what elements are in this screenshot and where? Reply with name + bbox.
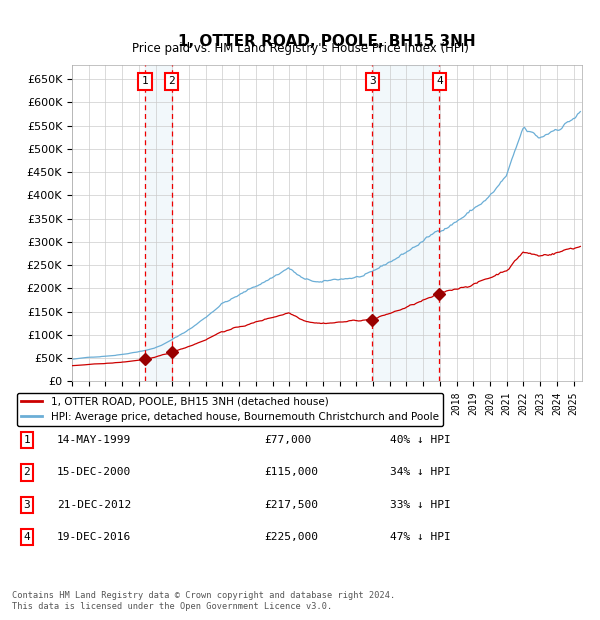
Text: 3: 3	[369, 76, 376, 86]
Text: 4: 4	[436, 76, 443, 86]
Text: 1: 1	[23, 435, 31, 445]
Text: 15-DEC-2000: 15-DEC-2000	[57, 467, 131, 477]
Text: £217,500: £217,500	[264, 500, 318, 510]
Text: 40% ↓ HPI: 40% ↓ HPI	[390, 435, 451, 445]
Text: £115,000: £115,000	[264, 467, 318, 477]
Text: 21-DEC-2012: 21-DEC-2012	[57, 500, 131, 510]
Text: £77,000: £77,000	[264, 435, 311, 445]
Text: 14-MAY-1999: 14-MAY-1999	[57, 435, 131, 445]
Text: 3: 3	[23, 500, 31, 510]
Text: 19-DEC-2016: 19-DEC-2016	[57, 532, 131, 542]
Text: Price paid vs. HM Land Registry's House Price Index (HPI): Price paid vs. HM Land Registry's House …	[131, 42, 469, 55]
Text: 2: 2	[168, 76, 175, 86]
Text: 33% ↓ HPI: 33% ↓ HPI	[390, 500, 451, 510]
Bar	[145, 65, 172, 381]
Legend: 1, OTTER ROAD, POOLE, BH15 3NH (detached house), HPI: Average price, detached ho: 1, OTTER ROAD, POOLE, BH15 3NH (detached…	[17, 392, 443, 427]
Title: 1, OTTER ROAD, POOLE, BH15 3NH: 1, OTTER ROAD, POOLE, BH15 3NH	[178, 33, 476, 48]
Text: 1: 1	[142, 76, 148, 86]
Bar	[373, 65, 439, 381]
Text: Contains HM Land Registry data © Crown copyright and database right 2024.
This d: Contains HM Land Registry data © Crown c…	[12, 591, 395, 611]
Text: 2: 2	[23, 467, 31, 477]
Text: £225,000: £225,000	[264, 532, 318, 542]
Text: 34% ↓ HPI: 34% ↓ HPI	[390, 467, 451, 477]
Text: 47% ↓ HPI: 47% ↓ HPI	[390, 532, 451, 542]
Text: 4: 4	[23, 532, 31, 542]
